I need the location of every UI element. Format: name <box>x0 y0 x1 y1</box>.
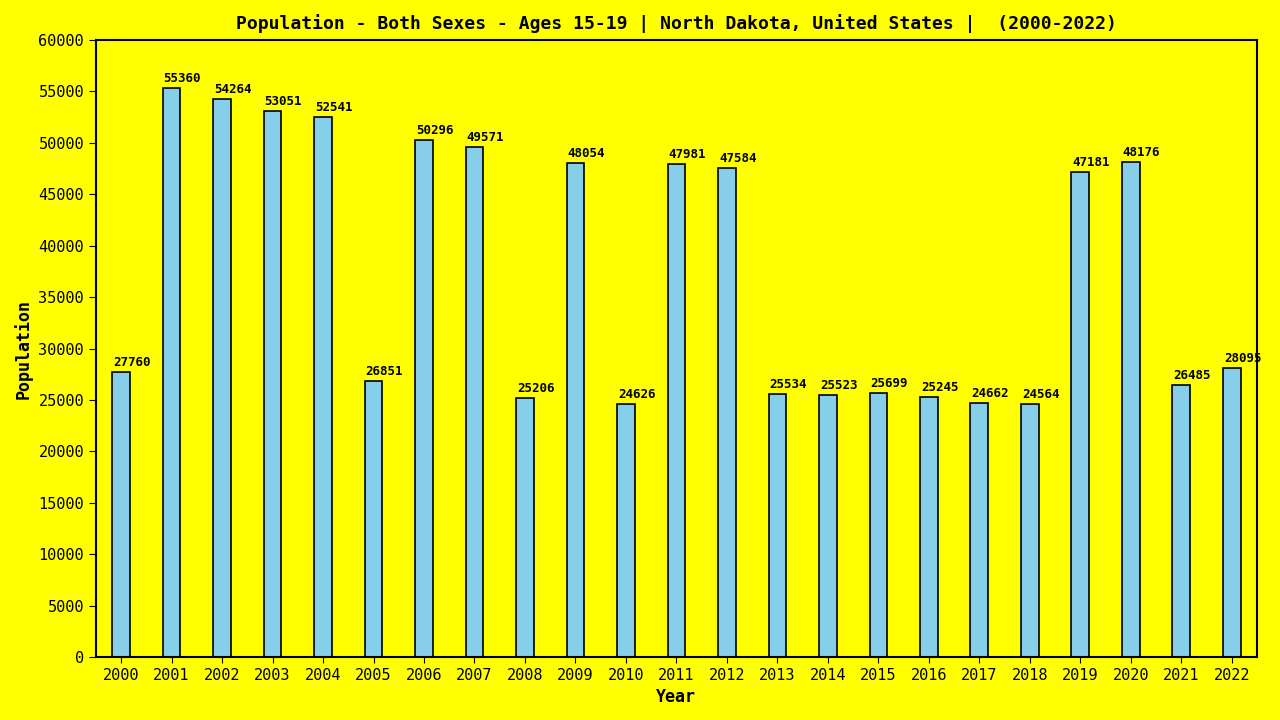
Text: 25699: 25699 <box>870 377 908 390</box>
Text: 25206: 25206 <box>517 382 554 395</box>
Text: 47981: 47981 <box>668 148 707 161</box>
Bar <box>718 168 736 657</box>
Bar <box>264 112 282 657</box>
Bar <box>1172 384 1190 657</box>
Text: 48054: 48054 <box>567 147 605 160</box>
Text: 47584: 47584 <box>719 152 756 165</box>
Bar <box>365 381 383 657</box>
Bar <box>415 140 433 657</box>
Text: 28095: 28095 <box>1224 352 1261 365</box>
X-axis label: Year: Year <box>657 688 696 706</box>
Text: 26485: 26485 <box>1174 369 1211 382</box>
Text: 26851: 26851 <box>366 365 403 378</box>
Text: 27760: 27760 <box>113 356 151 369</box>
Bar <box>970 403 988 657</box>
Bar <box>1071 172 1089 657</box>
Bar <box>314 117 332 657</box>
Text: 24626: 24626 <box>618 388 655 401</box>
Bar <box>1021 405 1038 657</box>
Bar <box>567 163 584 657</box>
Text: 24564: 24564 <box>1021 388 1060 401</box>
Bar <box>466 148 484 657</box>
Bar <box>113 372 131 657</box>
Text: 25245: 25245 <box>920 382 959 395</box>
Text: 53051: 53051 <box>265 95 302 109</box>
Bar <box>163 88 180 657</box>
Text: 54264: 54264 <box>214 83 252 96</box>
Text: 25534: 25534 <box>769 379 806 392</box>
Text: 47181: 47181 <box>1073 156 1110 168</box>
Text: 24662: 24662 <box>972 387 1009 400</box>
Bar <box>768 395 786 657</box>
Text: 25523: 25523 <box>820 379 858 392</box>
Bar <box>1222 368 1240 657</box>
Bar <box>920 397 938 657</box>
Bar <box>819 395 837 657</box>
Y-axis label: Population: Population <box>14 299 33 399</box>
Bar <box>214 99 230 657</box>
Bar <box>1123 161 1139 657</box>
Bar <box>516 398 534 657</box>
Text: 50296: 50296 <box>416 124 453 137</box>
Text: 55360: 55360 <box>164 71 201 85</box>
Text: 49571: 49571 <box>466 131 504 144</box>
Bar <box>668 163 685 657</box>
Bar <box>869 393 887 657</box>
Text: 48176: 48176 <box>1123 145 1160 158</box>
Bar <box>617 404 635 657</box>
Text: 52541: 52541 <box>315 101 352 114</box>
Title: Population - Both Sexes - Ages 15-19 | North Dakota, United States |  (2000-2022: Population - Both Sexes - Ages 15-19 | N… <box>236 14 1117 33</box>
